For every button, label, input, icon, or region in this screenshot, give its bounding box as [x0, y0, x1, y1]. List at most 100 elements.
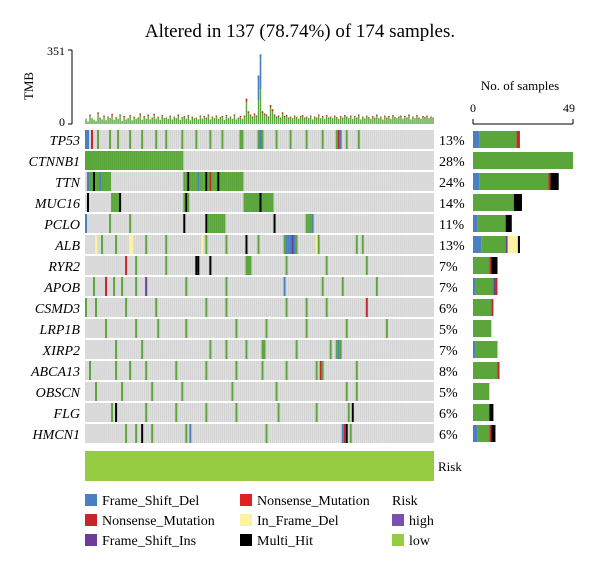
mutation-cell-tp53: [91, 130, 94, 149]
tmb-bar-nonsense-segment: [89, 114, 91, 116]
tmb-bar-nonsense-segment: [388, 115, 390, 117]
tmb-bar-nonsense-segment: [243, 115, 246, 117]
mutation-cell-lrp1b: [235, 319, 238, 338]
mutation-cell-muc16: [263, 193, 266, 212]
mutation-cell-ctnnb1: [169, 151, 172, 170]
tmb-bar-nonsense-segment: [239, 115, 242, 117]
tmb-bar-nonsense-segment: [265, 114, 268, 116]
tmb-bar: [95, 120, 97, 124]
mutation-cell-tp53: [261, 130, 264, 149]
tmb-bar: [344, 115, 346, 124]
mutation-cell-ctnnb1: [179, 151, 182, 170]
mutation-cell-muc16: [87, 193, 90, 212]
mutation-cell-pclo: [129, 214, 132, 233]
tmb-bar: [161, 115, 163, 124]
tmb-bar: [225, 115, 228, 124]
tmb-bar: [207, 114, 210, 124]
mutation-cell-ttn: [223, 172, 226, 191]
mutation-cell-abca13: [115, 361, 118, 380]
mutation-cell-muc16: [249, 193, 252, 212]
mutation-cell-ctnnb1: [117, 151, 120, 170]
tmb-bar: [396, 118, 398, 124]
tmb-bar-nonsense-segment: [233, 114, 236, 116]
tmb-bar-nonsense-segment: [123, 115, 125, 117]
tmb-bar-nonsense-segment: [325, 115, 328, 117]
mutation-cell-abca13: [205, 361, 208, 380]
mutation-cell-xirp2: [141, 340, 144, 359]
tmb-bar: [121, 120, 123, 124]
mutation-cell-ctnnb1: [125, 151, 128, 170]
mutation-cell-apob: [93, 277, 96, 296]
tmb-bar-nonsense-segment: [374, 117, 376, 119]
mutation-cell-abca13: [89, 361, 92, 380]
tmb-bar-nonsense-segment: [340, 115, 342, 117]
tmb-bar: [346, 116, 348, 124]
sample-count-segment-obscn: [473, 383, 490, 400]
tmb-bar-nonsense-segment: [305, 116, 308, 118]
tmb-bar-nonsense-segment: [317, 114, 320, 116]
sample-count-segment-muc16: [473, 194, 514, 211]
mutation-cell-muc16: [111, 193, 114, 212]
tmb-bar-nonsense-segment: [215, 115, 218, 117]
tmb-bar: [299, 115, 302, 124]
sample-count-segment-tp53: [479, 131, 517, 148]
mutation-cell-ctnnb1: [103, 151, 106, 170]
mutation-cell-ttn: [101, 172, 104, 191]
mutation-cell-apob: [121, 277, 124, 296]
tmb-bar: [338, 118, 340, 124]
risk-annotation-bar: [85, 451, 434, 481]
tmb-bar-nonsense-segment: [225, 115, 228, 117]
tmb-bar: [251, 116, 254, 124]
mutation-cell-xirp2: [225, 340, 228, 359]
mutation-cell-alb: [101, 235, 104, 254]
mutation-cell-ctnnb1: [167, 151, 170, 170]
tmb-bar: [189, 120, 192, 124]
gene-label-lrp1b: LRP1B: [39, 323, 81, 338]
tmb-bar-nonsense-segment: [358, 114, 360, 116]
tmb-bar: [269, 105, 272, 124]
tmb-bar-nonsense-segment: [426, 115, 428, 117]
mutation-cell-ctnnb1: [85, 151, 88, 170]
tmb-bar: [390, 118, 392, 124]
tmb-bar: [384, 115, 386, 124]
tmb-bar-nonsense-segment: [153, 113, 155, 116]
tmb-bar: [187, 115, 189, 124]
tmb-bar: [199, 115, 202, 124]
mutation-cell-hmcn1: [349, 424, 352, 443]
tmb-bar-nonsense-segment: [350, 115, 352, 117]
tmb-bar: [293, 115, 296, 124]
mutation-cell-flg: [175, 403, 178, 422]
tmb-bar-nonsense-segment: [229, 116, 232, 118]
mutation-cell-muc16: [247, 193, 250, 212]
tmb-bar-nonsense-segment: [416, 115, 418, 117]
tmb-bar: [87, 121, 89, 124]
tmb-bar-nonsense-segment: [273, 114, 276, 116]
tmb-bar-nonsense-segment: [432, 117, 434, 119]
mutation-cell-hmcn1: [185, 424, 188, 443]
mutation-cell-ryr2: [247, 256, 250, 275]
tmb-bar-nonsense-segment: [285, 115, 288, 117]
gene-label-pclo: PCLO: [43, 218, 80, 233]
tmb-bar: [229, 116, 232, 124]
tmb-bar: [402, 118, 404, 124]
mutation-cell-flg: [111, 403, 114, 422]
mutation-cell-apob: [225, 277, 228, 296]
samples-axis-tick-49: 49: [563, 101, 575, 115]
mutation-cell-ctnnb1: [157, 151, 160, 170]
mutation-cell-ctnnb1: [139, 151, 142, 170]
tmb-bar: [358, 114, 360, 124]
mutation-cell-abca13: [175, 361, 178, 380]
mutation-cell-xirp2: [115, 340, 118, 359]
tmb-bar: [123, 115, 125, 124]
mutation-cell-ttn: [191, 172, 194, 191]
tmb-bar: [410, 119, 412, 124]
tmb-bar: [117, 118, 119, 124]
tmb-bar-nonsense-segment: [191, 116, 194, 118]
tmb-bar: [133, 116, 135, 124]
mutation-cell-csmd3: [125, 298, 128, 317]
mutation-cell-ctnnb1: [155, 151, 158, 170]
mutation-cell-pclo: [311, 214, 314, 233]
tmb-bar-nonsense-segment: [195, 117, 198, 119]
mutation-cell-ryr2: [285, 256, 288, 275]
